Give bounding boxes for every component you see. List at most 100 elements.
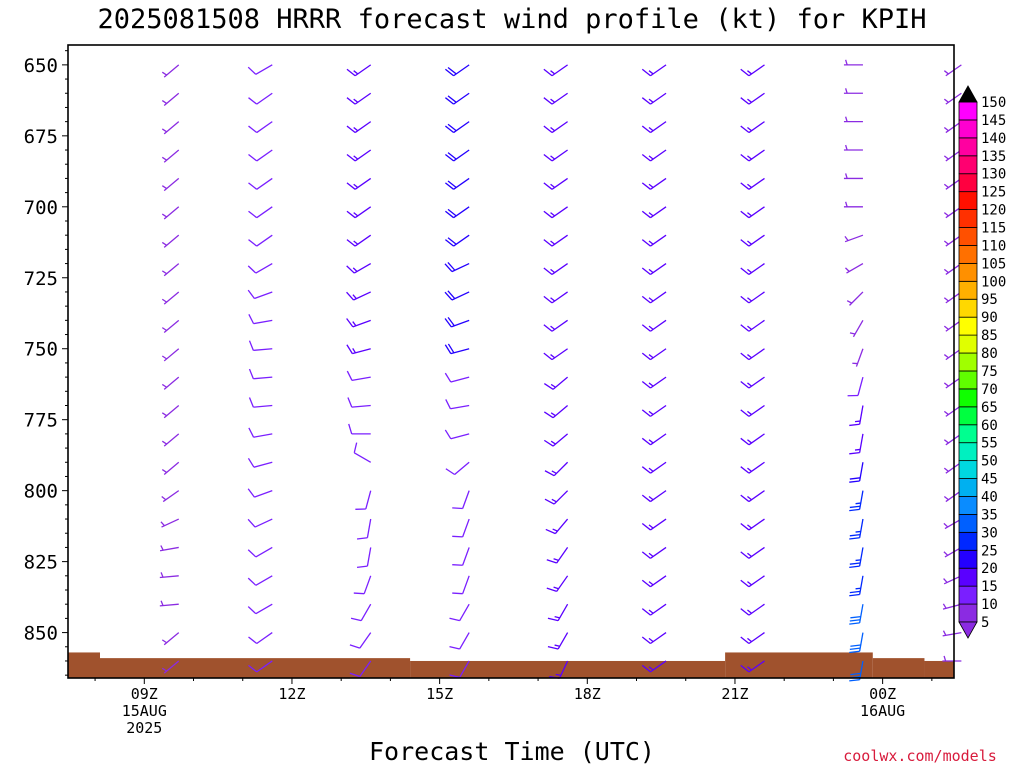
wind-barb	[642, 434, 666, 445]
terrain-segment	[68, 652, 100, 678]
barb-flag	[741, 98, 749, 104]
colorbar-label: 50	[981, 454, 998, 470]
barb-half-flag	[850, 333, 855, 334]
chart-title: 2025081508 HRRR forecast wind profile (k…	[97, 4, 926, 35]
wind-barb	[544, 320, 568, 331]
barb-flag	[347, 371, 352, 380]
barb-flag	[741, 268, 749, 274]
barb-half-flag	[944, 184, 948, 187]
barb-flag	[249, 341, 253, 351]
wind-barb	[357, 547, 371, 567]
wind-barb	[849, 576, 863, 596]
barb-half-flag	[846, 202, 848, 207]
barb-half-flag	[551, 184, 555, 187]
barb-half-flag	[855, 449, 860, 450]
wind-barb	[355, 491, 370, 510]
barb-flag	[849, 481, 859, 482]
wind-barb	[162, 349, 178, 361]
wind-barb	[844, 88, 863, 93]
barb-shaft	[360, 633, 371, 649]
barb-half-flag	[944, 383, 948, 386]
wind-barb	[162, 178, 178, 190]
colorbar-cell	[959, 120, 977, 138]
barb-half-flag	[649, 184, 653, 187]
wind-barb	[248, 458, 272, 467]
wind-barb	[249, 428, 272, 437]
wind-barb	[642, 462, 666, 473]
barb-half-flag	[649, 99, 653, 102]
barb-flag	[248, 67, 256, 74]
barb-flag	[849, 453, 859, 454]
barb-shaft	[858, 377, 863, 395]
barb-half-flag	[856, 560, 861, 561]
wind-barb	[544, 292, 568, 303]
wind-barb	[849, 462, 863, 482]
barb-flag	[741, 183, 749, 189]
colorbar-label: 5	[981, 615, 989, 631]
barb-flag	[741, 438, 749, 444]
x-tick-label: 00Z	[869, 685, 896, 703]
barb-flag	[741, 609, 749, 615]
barb-half-flag	[551, 99, 555, 102]
barb-shaft	[451, 377, 469, 382]
barb-shaft	[257, 207, 273, 218]
barb-flag	[347, 126, 355, 132]
barb-half-flag	[354, 71, 358, 74]
barb-flag	[544, 126, 552, 132]
barb-half-flag	[944, 213, 948, 216]
barb-flag	[544, 211, 552, 217]
barb-half-flag	[353, 348, 356, 352]
barb-flag	[249, 314, 254, 323]
barb-half-flag	[855, 421, 860, 422]
colorbar-label: 15	[981, 579, 998, 595]
colorbar-cell	[959, 263, 977, 281]
barb-flag	[350, 645, 360, 648]
wind-barb	[642, 178, 666, 189]
colorbar-cell	[959, 389, 977, 407]
wind-barb	[249, 369, 272, 379]
wind-barb	[642, 633, 666, 644]
y-tick-label: 650	[24, 55, 58, 77]
barb-half-flag	[649, 496, 653, 499]
wind-barb	[741, 377, 765, 388]
wind-barb	[741, 93, 765, 104]
wind-barb	[546, 519, 568, 534]
wind-barb	[347, 93, 371, 104]
wind-barb	[548, 633, 568, 649]
colorbar-label: 135	[981, 149, 1006, 165]
wind-barb	[248, 547, 272, 557]
barb-flag	[347, 345, 352, 354]
wind-barb	[249, 150, 273, 161]
barb-flag	[741, 382, 749, 388]
wind-barb	[642, 349, 666, 360]
terrain-segment	[100, 658, 410, 678]
barb-flag	[354, 593, 364, 594]
barb-flag	[642, 183, 650, 189]
barb-flag	[548, 647, 558, 649]
barb-flag	[249, 126, 257, 132]
barb-flag	[741, 580, 749, 586]
wind-barb	[162, 462, 178, 474]
wind-barb	[445, 207, 469, 218]
barb-flag	[248, 578, 256, 585]
barb-half-flag	[551, 156, 555, 159]
wind-barb	[741, 150, 765, 161]
barb-half-flag	[161, 601, 163, 606]
barb-half-flag	[162, 640, 166, 643]
wind-barb	[741, 207, 765, 218]
wind-barb	[347, 345, 371, 354]
barb-shaft	[361, 604, 371, 620]
wind-barb	[943, 631, 962, 636]
barb-flag	[642, 410, 650, 416]
barb-half-flag	[649, 298, 653, 301]
colorbar-label: 20	[981, 561, 998, 577]
barb-half-flag	[944, 127, 948, 130]
barb-half-flag	[944, 468, 948, 471]
barb-half-flag	[847, 301, 852, 303]
barb-flag	[249, 369, 253, 379]
wind-barb	[544, 377, 567, 389]
barb-half-flag	[551, 384, 555, 387]
barb-flag	[741, 126, 749, 132]
y-tick-label: 750	[24, 339, 58, 361]
barb-half-flag	[551, 71, 555, 74]
